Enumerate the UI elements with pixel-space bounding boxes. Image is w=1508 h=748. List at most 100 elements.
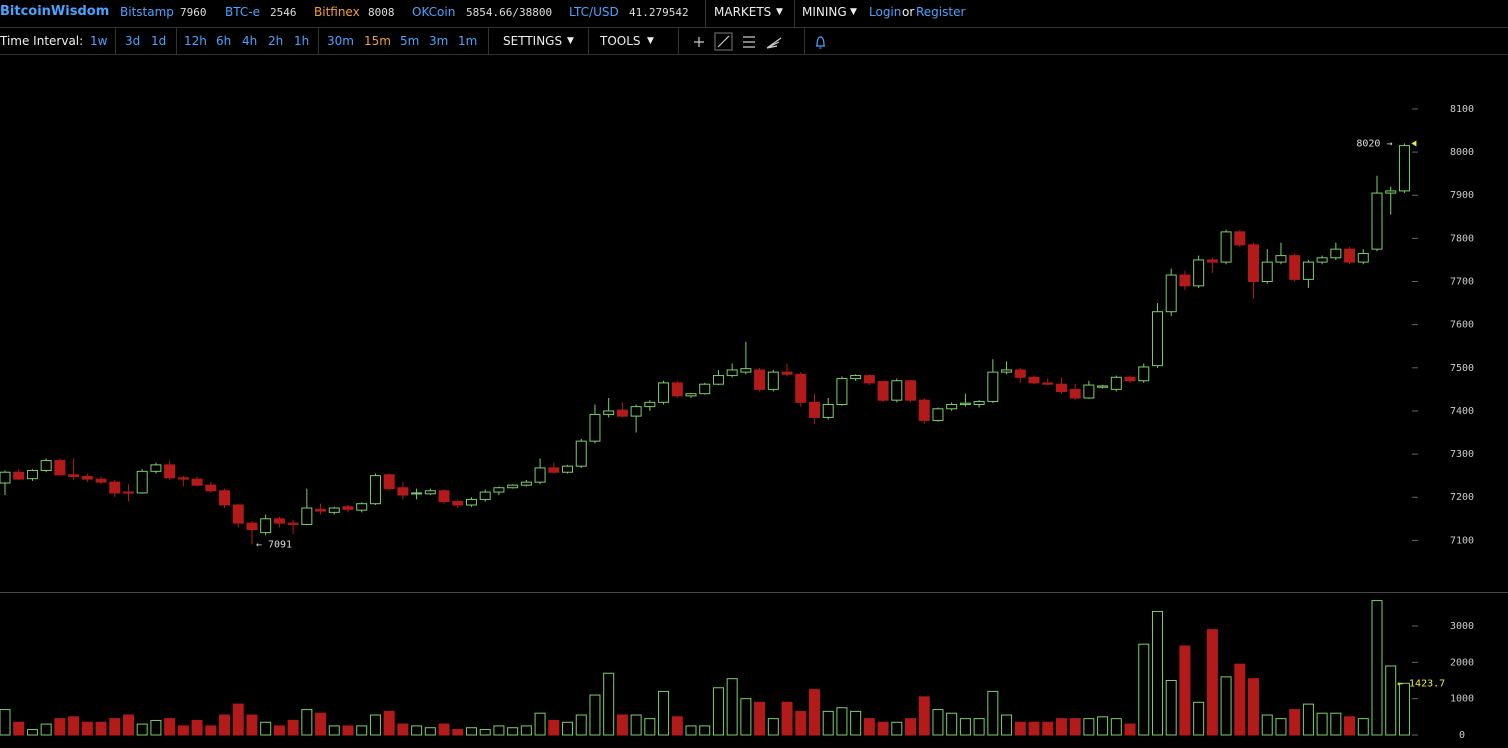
interval-option[interactable]: 12h bbox=[184, 34, 207, 48]
candle-body bbox=[40, 460, 52, 471]
volume-bar bbox=[465, 727, 477, 736]
volume-bar bbox=[1371, 600, 1383, 736]
candle-body bbox=[219, 490, 231, 506]
volume-bar bbox=[424, 727, 436, 736]
interval-option[interactable]: 5m bbox=[400, 34, 420, 48]
volume-bar bbox=[1330, 712, 1342, 736]
candle-body bbox=[671, 382, 683, 397]
interval-option[interactable]: 2h bbox=[268, 34, 284, 48]
y-tick-label: 7500 bbox=[1450, 363, 1474, 374]
candle-body bbox=[767, 371, 779, 390]
candle-body bbox=[1097, 385, 1109, 388]
candle-body bbox=[438, 490, 450, 503]
candle-body bbox=[26, 469, 38, 480]
volume-bar bbox=[918, 696, 930, 736]
volume-annotation: ← 1423.7 bbox=[1397, 678, 1445, 689]
volume-bar bbox=[397, 723, 409, 736]
volume-bar bbox=[726, 678, 738, 736]
candle-body bbox=[1028, 376, 1040, 384]
volume-bar bbox=[850, 710, 862, 736]
volume-bar bbox=[68, 716, 80, 736]
candle-body bbox=[1234, 231, 1246, 246]
ticker-name[interactable]: BTC-e bbox=[225, 5, 260, 19]
volume-bar bbox=[1316, 712, 1328, 736]
volume-bar bbox=[1234, 663, 1246, 736]
interval-option[interactable]: 1d bbox=[151, 34, 167, 48]
ticker-name[interactable]: LTC/USD bbox=[569, 5, 619, 19]
register-link[interactable]: Register bbox=[916, 5, 966, 19]
candle-body bbox=[109, 481, 121, 494]
interval-option[interactable]: 3m bbox=[429, 34, 449, 48]
interval-option[interactable]: 3d bbox=[125, 34, 141, 48]
candle-body bbox=[13, 471, 25, 480]
y-tick-label: 3000 bbox=[1450, 621, 1474, 632]
candle-body bbox=[1385, 190, 1397, 194]
candle-body bbox=[1165, 274, 1177, 313]
ticker-name[interactable]: Bitfinex bbox=[314, 5, 360, 19]
y-tick-label: 8100 bbox=[1450, 104, 1474, 115]
volume-bar bbox=[863, 718, 875, 736]
volume-bar bbox=[26, 729, 38, 736]
candle-body bbox=[1398, 145, 1410, 192]
volume-bar bbox=[122, 714, 134, 736]
volume-bar bbox=[1398, 682, 1410, 736]
interval-option[interactable]: 6h bbox=[216, 34, 232, 48]
volume-bar bbox=[1001, 714, 1013, 736]
menu[interactable]: MARKETS bbox=[714, 5, 772, 19]
candle-body bbox=[95, 478, 107, 483]
volume-bar bbox=[1138, 643, 1150, 736]
text: or bbox=[902, 5, 915, 19]
y-tick-label: 8000 bbox=[1450, 147, 1474, 158]
volume-bar bbox=[1014, 721, 1026, 736]
volume-bar bbox=[191, 719, 203, 736]
interval-option[interactable]: 1w bbox=[90, 34, 108, 48]
candle-body bbox=[685, 393, 697, 397]
candle-body bbox=[177, 477, 189, 480]
volume-bar bbox=[712, 687, 724, 736]
volume-bar bbox=[1385, 665, 1397, 736]
ticker-name[interactable]: Bitstamp bbox=[120, 5, 174, 19]
candle-body bbox=[575, 440, 587, 467]
volume-bar bbox=[671, 716, 683, 736]
candle-body bbox=[740, 368, 752, 373]
ticker-name[interactable]: OKCoin bbox=[412, 5, 456, 19]
candle-body bbox=[465, 498, 477, 506]
candle-body bbox=[315, 508, 327, 512]
volume-bar bbox=[219, 714, 231, 736]
candle-body bbox=[0, 471, 11, 484]
price-annotation: ← 7091 bbox=[256, 539, 292, 550]
interval-option[interactable]: 1m bbox=[458, 34, 478, 48]
separator bbox=[705, 0, 706, 27]
login-link[interactable]: Login bbox=[869, 5, 902, 19]
volume-bar bbox=[1165, 680, 1177, 736]
candle-body bbox=[1275, 255, 1287, 263]
volume-bar bbox=[767, 718, 779, 736]
interval-option[interactable]: 4h bbox=[242, 34, 258, 48]
interval-option[interactable]: 15m bbox=[364, 34, 391, 48]
volume-bar bbox=[754, 701, 766, 736]
volume-bar bbox=[232, 703, 244, 736]
volume-bar bbox=[287, 719, 299, 736]
menu[interactable]: MINING bbox=[802, 5, 847, 19]
y-tick-label: 7300 bbox=[1450, 449, 1474, 460]
settings-menu[interactable]: SETTINGS bbox=[503, 34, 563, 48]
volume-bar bbox=[781, 701, 793, 736]
ticker-price: 41.279542 bbox=[629, 6, 689, 19]
site-name[interactable]: BitcoinWisdom bbox=[0, 4, 110, 19]
candle-body bbox=[808, 401, 820, 418]
candle-body bbox=[1220, 231, 1232, 263]
interval-option[interactable]: 1h bbox=[294, 34, 310, 48]
volume-bar bbox=[95, 721, 107, 736]
interval-option[interactable]: 30m bbox=[327, 34, 354, 48]
ticker-price: 2546 bbox=[270, 6, 297, 19]
candle-body bbox=[850, 375, 862, 380]
caret: ▼ bbox=[647, 36, 654, 46]
tools-menu[interactable]: TOOLS bbox=[600, 34, 641, 48]
separator bbox=[588, 28, 589, 54]
candle-body bbox=[246, 522, 258, 531]
toolbar-icons bbox=[694, 32, 825, 51]
candle-body bbox=[342, 506, 354, 510]
volume-bar bbox=[150, 719, 162, 736]
